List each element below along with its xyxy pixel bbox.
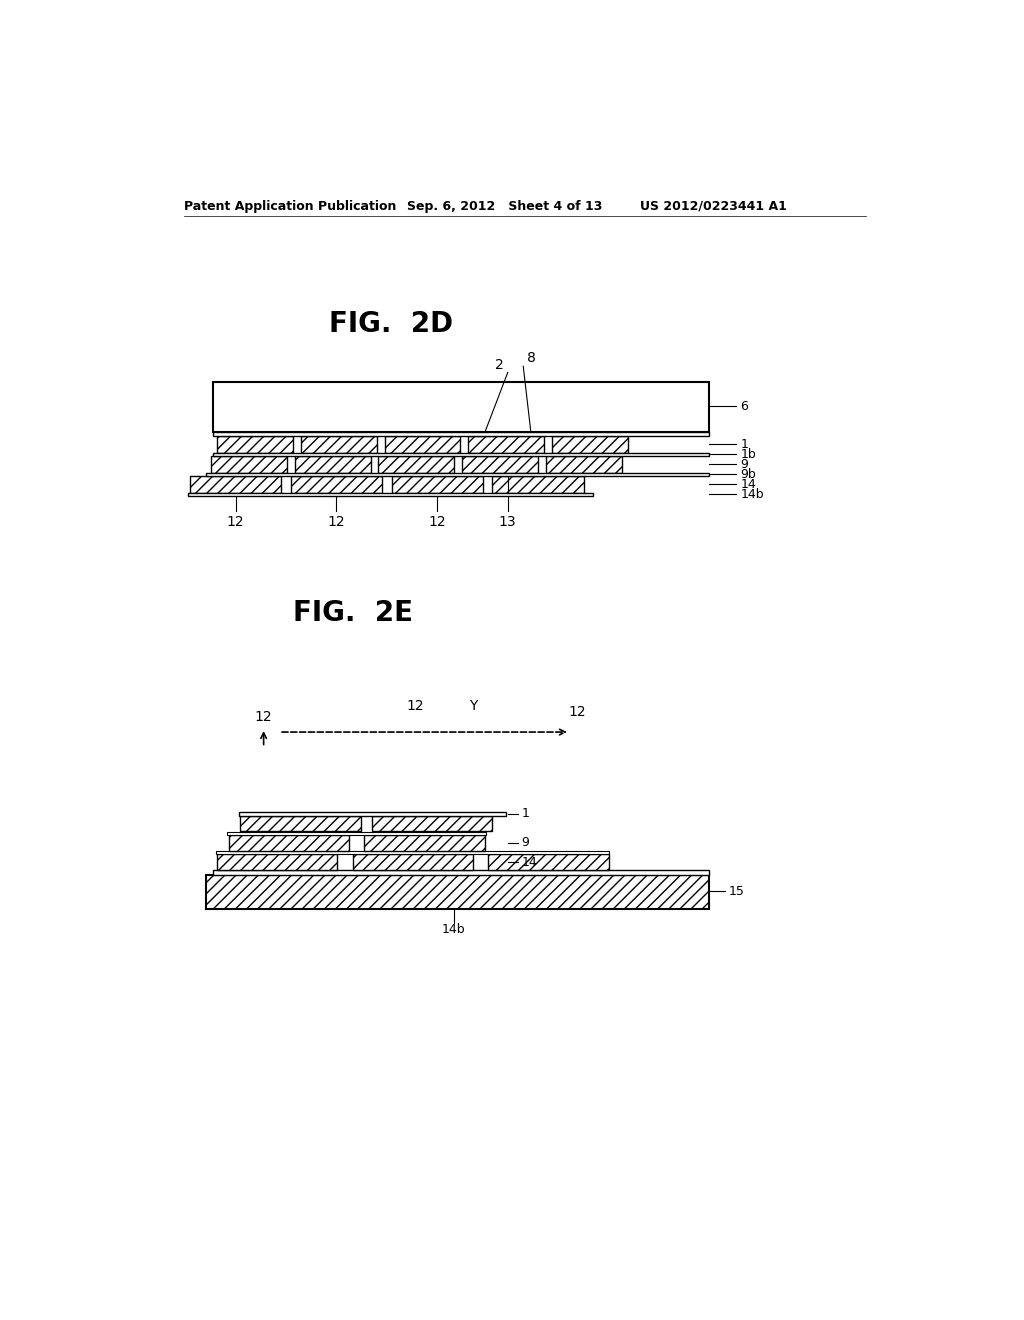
Text: Patent Application Publication: Patent Application Publication bbox=[183, 199, 396, 213]
Text: 12: 12 bbox=[227, 515, 245, 529]
Text: 1: 1 bbox=[521, 807, 529, 820]
Bar bbox=[391, 475, 483, 492]
Bar bbox=[372, 816, 493, 832]
Bar bbox=[546, 455, 622, 473]
Text: 14b: 14b bbox=[441, 923, 465, 936]
Text: 15: 15 bbox=[729, 884, 744, 898]
Bar bbox=[213, 453, 710, 455]
Bar bbox=[213, 381, 710, 432]
Bar bbox=[206, 473, 710, 475]
Bar bbox=[365, 836, 484, 850]
Bar bbox=[188, 492, 593, 496]
Text: 9: 9 bbox=[740, 458, 749, 471]
Bar bbox=[352, 854, 473, 870]
Bar bbox=[552, 436, 628, 453]
Bar bbox=[378, 455, 455, 473]
Bar bbox=[488, 854, 608, 870]
Text: Sep. 6, 2012   Sheet 4 of 13: Sep. 6, 2012 Sheet 4 of 13 bbox=[407, 199, 602, 213]
Bar bbox=[385, 436, 461, 453]
Text: 2: 2 bbox=[496, 359, 504, 372]
Bar bbox=[217, 854, 337, 870]
Bar bbox=[462, 455, 538, 473]
Text: 14: 14 bbox=[740, 478, 756, 491]
Bar bbox=[241, 816, 360, 832]
Text: Y: Y bbox=[469, 698, 477, 713]
Bar bbox=[291, 475, 382, 492]
Bar bbox=[301, 436, 377, 453]
Text: 6: 6 bbox=[740, 400, 749, 413]
Bar bbox=[217, 436, 293, 453]
Text: 1: 1 bbox=[740, 437, 749, 450]
Bar bbox=[468, 436, 544, 453]
Text: 12: 12 bbox=[328, 515, 345, 529]
Text: 8: 8 bbox=[527, 351, 536, 364]
Text: US 2012/0223441 A1: US 2012/0223441 A1 bbox=[640, 199, 786, 213]
Bar bbox=[239, 812, 506, 816]
Text: 12: 12 bbox=[568, 705, 587, 719]
Bar bbox=[228, 836, 349, 850]
Text: 12: 12 bbox=[255, 710, 272, 725]
Bar bbox=[211, 455, 287, 473]
Bar bbox=[213, 870, 710, 875]
Text: 1b: 1b bbox=[740, 447, 756, 461]
Text: FIG.  2E: FIG. 2E bbox=[293, 599, 413, 627]
Text: 9b: 9b bbox=[740, 467, 756, 480]
Text: 13: 13 bbox=[499, 515, 516, 529]
Text: FIG.  2D: FIG. 2D bbox=[330, 310, 454, 338]
Bar bbox=[206, 875, 710, 909]
Text: 14: 14 bbox=[521, 855, 538, 869]
Text: 9: 9 bbox=[521, 837, 529, 850]
Bar bbox=[216, 851, 608, 854]
Bar bbox=[493, 475, 584, 492]
Bar bbox=[295, 455, 371, 473]
Bar bbox=[190, 475, 282, 492]
Text: 12: 12 bbox=[428, 515, 446, 529]
Text: 14b: 14b bbox=[740, 487, 764, 500]
Bar bbox=[227, 832, 486, 836]
Text: 12: 12 bbox=[406, 698, 424, 713]
Bar bbox=[213, 432, 710, 436]
